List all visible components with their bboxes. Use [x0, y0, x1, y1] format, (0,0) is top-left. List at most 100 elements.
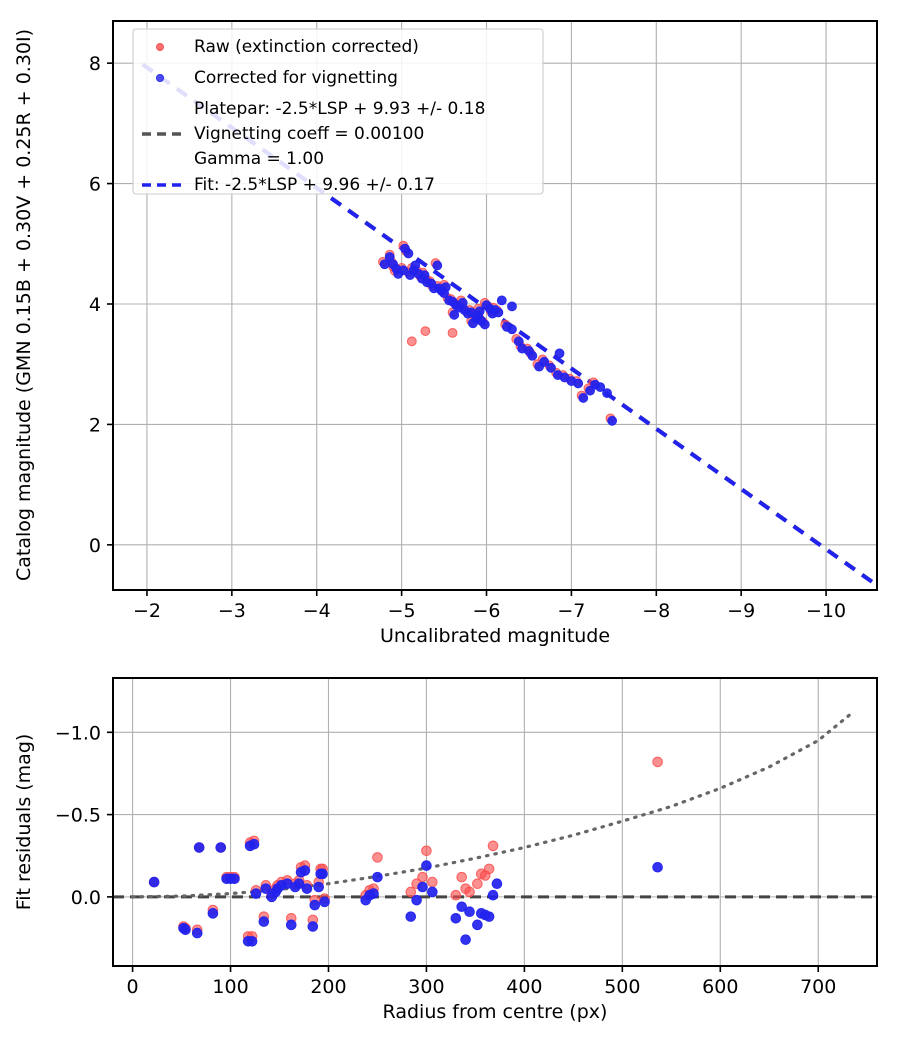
data-point-corrected	[293, 878, 305, 890]
data-point-corrected	[507, 324, 517, 335]
data-point-corrected	[483, 911, 495, 922]
data-point-corrected	[449, 309, 460, 320]
data-point-raw	[447, 328, 458, 338]
data-point-corrected	[432, 260, 443, 271]
data-point-corrected	[479, 319, 490, 330]
data-point-raw	[372, 852, 383, 863]
data-point-corrected	[285, 919, 297, 931]
data-point-corrected	[250, 888, 262, 899]
x-axis-title-top: Uncalibrated magnitude	[380, 625, 610, 647]
data-point-raw	[405, 886, 417, 898]
data-point-corrected	[207, 908, 219, 919]
x-tick-label: 300	[408, 976, 444, 998]
scatter-corrected-top	[379, 243, 618, 426]
data-point-corrected	[578, 393, 589, 403]
scatter-corrected-bottom	[148, 838, 663, 947]
legend-label: Vignetting coeff = 0.00100	[194, 124, 424, 144]
legend-label: Fit: -2.5*LSP + 9.96 +/- 0.17	[194, 175, 435, 195]
data-point-corrected	[507, 301, 517, 312]
y-tick-label: 0.0	[71, 887, 101, 909]
data-point-corrected	[450, 912, 462, 924]
y-tick-label: 6	[89, 174, 101, 196]
panel-fit-residuals: 0 100 200 300 400 500 600 700 0.0 −0.5 −1.0 Radius…	[13, 677, 878, 1023]
data-point-corrected	[417, 881, 428, 893]
data-point-corrected	[191, 927, 203, 939]
y-tick-label: −0.5	[55, 805, 101, 827]
data-point-corrected	[491, 878, 503, 890]
data-point-raw	[406, 336, 417, 347]
tick-labels-top: −2 −3 −4 −5 −6 −7 −8 −9 −10 0 2 4 6 8	[89, 53, 846, 622]
data-point-corrected	[260, 883, 272, 894]
data-point-corrected	[309, 899, 321, 911]
panel-photometric-calibration: −2 −3 −4 −5 −6 −7 −8 −9 −10 0 2 4 6 8 Uncalibrated ma…	[13, 20, 879, 647]
data-point-corrected	[546, 362, 556, 373]
x-tick-label: 200	[310, 976, 346, 998]
legend[interactable]: Raw (extinction corrected) Corrected for …	[132, 28, 544, 195]
data-point-corrected	[527, 350, 538, 361]
legend-label: Raw (extinction corrected)	[194, 37, 419, 57]
data-point-corrected	[301, 883, 313, 894]
data-point-corrected	[248, 838, 260, 850]
data-point-corrected	[215, 842, 227, 853]
data-point-corrected	[368, 888, 379, 899]
x-tick-label: −8	[642, 600, 670, 622]
data-point-corrected	[472, 919, 483, 931]
x-axis-title-bottom: Radius from centre (px)	[383, 1001, 608, 1023]
data-point-corrected	[410, 260, 421, 271]
x-tick-label: −5	[388, 600, 416, 622]
data-point-corrected	[246, 936, 258, 947]
ticks-bottom	[107, 731, 820, 972]
x-tick-label: −2	[133, 600, 161, 622]
x-tick-label: 0	[127, 976, 139, 998]
y-tick-label: 0	[89, 535, 101, 557]
data-point-corrected	[411, 894, 422, 906]
data-point-corrected	[398, 265, 409, 276]
data-point-corrected	[193, 842, 205, 853]
y-axis-title-top: Catalog magnitude (GMN 0.15B + 0.30V + 0…	[13, 29, 35, 581]
legend-label: Platepar: -2.5*LSP + 9.93 +/- 0.18	[194, 99, 485, 119]
x-tick-label: −6	[473, 600, 501, 622]
data-point-corrected	[652, 861, 663, 873]
data-point-corrected	[299, 865, 311, 876]
data-point-corrected	[487, 889, 499, 901]
data-point-corrected	[493, 307, 504, 318]
y-tick-label: 4	[89, 294, 101, 316]
x-tick-label: 700	[800, 976, 836, 998]
axes-background-bottom	[113, 678, 877, 966]
x-tick-label: 600	[702, 976, 738, 998]
data-point-corrected	[372, 871, 383, 883]
data-point-raw	[427, 876, 438, 888]
data-point-raw	[464, 886, 475, 898]
data-point-corrected	[379, 259, 390, 270]
y-tick-label: −1.0	[55, 722, 101, 744]
data-point-raw	[450, 889, 462, 901]
y-tick-label: 2	[89, 414, 101, 436]
data-point-corrected	[421, 860, 432, 871]
data-point-corrected	[573, 378, 584, 389]
data-point-corrected	[148, 876, 160, 888]
data-point-corrected	[460, 934, 471, 945]
data-point-raw	[417, 871, 428, 883]
data-point-corrected	[229, 873, 240, 885]
data-point-corrected	[456, 901, 468, 913]
x-tick-label: −4	[303, 600, 331, 622]
data-point-raw	[483, 863, 495, 875]
data-point-corrected	[180, 924, 191, 936]
data-point-corrected	[539, 356, 550, 367]
data-point-corrected	[464, 906, 475, 917]
data-point-corrected	[554, 348, 565, 359]
y-tick-label: 8	[89, 53, 101, 75]
data-point-raw	[421, 845, 432, 857]
tick-labels-bottom: 0 100 200 300 400 500 600 700 0.0 −0.5 −1.0	[55, 722, 837, 998]
data-point-corrected	[602, 388, 612, 399]
data-point-corrected	[258, 916, 270, 927]
data-point-corrected	[474, 306, 485, 317]
x-tick-label: −10	[806, 600, 846, 622]
data-point-corrected	[319, 896, 330, 908]
axes-frame-bottom	[112, 677, 878, 967]
legend-label: Corrected for vignetting	[194, 68, 398, 88]
data-point-raw	[420, 326, 431, 336]
data-point-corrected	[607, 415, 618, 426]
